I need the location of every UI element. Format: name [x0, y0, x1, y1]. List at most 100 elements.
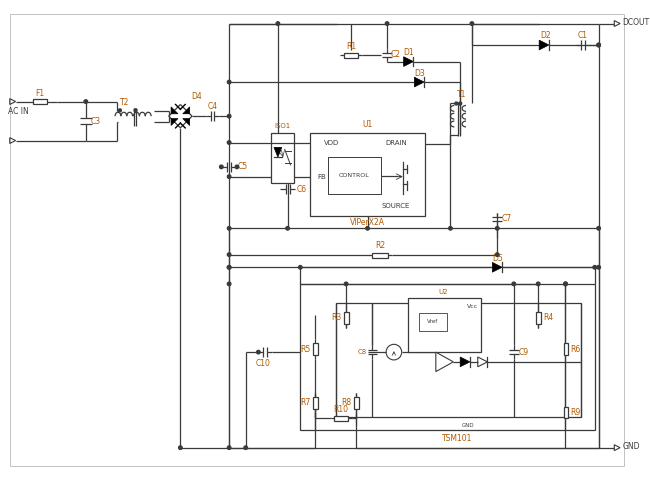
Text: C2: C2	[391, 50, 401, 59]
Text: VDD: VDD	[324, 140, 339, 145]
Circle shape	[227, 446, 231, 449]
Polygon shape	[183, 107, 190, 114]
Bar	[536, 312, 541, 324]
Text: Vref: Vref	[427, 319, 439, 324]
Polygon shape	[274, 147, 281, 157]
Text: D5: D5	[492, 254, 502, 263]
Text: R1: R1	[346, 42, 356, 51]
Bar	[372, 252, 388, 258]
Text: R2: R2	[375, 241, 385, 251]
Bar	[354, 397, 359, 408]
Text: C6: C6	[296, 185, 306, 194]
Circle shape	[244, 446, 248, 449]
Text: GND: GND	[462, 423, 474, 428]
Text: C1: C1	[578, 31, 588, 40]
Bar	[313, 397, 318, 408]
Circle shape	[134, 109, 137, 112]
Text: R10: R10	[333, 405, 349, 414]
Circle shape	[344, 282, 348, 286]
Circle shape	[227, 265, 231, 269]
Text: D1: D1	[403, 48, 414, 57]
Text: C10: C10	[256, 360, 270, 368]
Polygon shape	[539, 40, 549, 50]
Circle shape	[495, 253, 499, 256]
Text: R8: R8	[341, 398, 351, 408]
Circle shape	[227, 141, 231, 144]
Text: C9: C9	[519, 348, 528, 357]
Polygon shape	[414, 77, 424, 87]
Text: R7: R7	[300, 398, 310, 408]
Circle shape	[455, 102, 458, 105]
Text: AC IN: AC IN	[8, 107, 29, 116]
Text: ISO1: ISO1	[274, 123, 291, 129]
Text: D3: D3	[414, 69, 424, 78]
Text: R5: R5	[300, 345, 310, 354]
Text: T2: T2	[120, 98, 129, 107]
Circle shape	[512, 282, 515, 286]
Circle shape	[227, 253, 231, 256]
Circle shape	[227, 227, 231, 230]
Polygon shape	[404, 57, 413, 66]
Circle shape	[257, 350, 260, 354]
Circle shape	[227, 282, 231, 286]
Text: R9: R9	[570, 408, 580, 417]
Circle shape	[564, 282, 567, 286]
Circle shape	[536, 282, 540, 286]
Bar	[408, 299, 480, 352]
Polygon shape	[171, 107, 178, 114]
Text: DCOUT: DCOUT	[622, 18, 649, 27]
Circle shape	[227, 265, 231, 269]
Text: U1: U1	[363, 120, 372, 130]
Circle shape	[227, 175, 231, 179]
Text: U2: U2	[439, 288, 448, 295]
Text: C8: C8	[358, 349, 367, 355]
Circle shape	[385, 22, 389, 25]
Text: C5: C5	[238, 162, 248, 171]
Bar	[344, 53, 358, 58]
Circle shape	[227, 80, 231, 84]
Bar	[300, 284, 595, 430]
Circle shape	[220, 165, 223, 168]
Text: SOURCE: SOURCE	[382, 203, 410, 209]
Bar	[419, 313, 447, 331]
Polygon shape	[171, 119, 178, 125]
Bar	[334, 417, 348, 421]
Bar	[564, 343, 568, 355]
Bar	[310, 133, 425, 216]
Text: C3: C3	[90, 117, 101, 126]
Text: DRAIN: DRAIN	[385, 140, 407, 145]
Text: R4: R4	[543, 313, 553, 323]
Text: GND: GND	[623, 442, 640, 451]
Text: R3: R3	[332, 313, 341, 323]
Circle shape	[179, 446, 182, 449]
Text: CONTROL: CONTROL	[339, 173, 369, 178]
Bar	[271, 133, 294, 183]
Circle shape	[118, 109, 122, 112]
Circle shape	[597, 43, 601, 47]
Polygon shape	[436, 352, 453, 372]
Bar	[344, 312, 349, 324]
Circle shape	[593, 265, 597, 269]
Polygon shape	[460, 357, 470, 367]
Bar	[564, 407, 568, 419]
Bar	[336, 303, 581, 418]
Circle shape	[597, 265, 601, 269]
Text: TSM101: TSM101	[442, 434, 473, 444]
Circle shape	[597, 43, 601, 47]
Circle shape	[564, 282, 567, 286]
Text: D2: D2	[541, 31, 551, 40]
Text: Vcc: Vcc	[467, 304, 478, 309]
Circle shape	[276, 22, 280, 25]
Text: FB: FB	[318, 174, 326, 180]
Polygon shape	[183, 119, 190, 125]
Text: C7: C7	[502, 214, 512, 223]
Circle shape	[235, 165, 239, 168]
Circle shape	[495, 227, 499, 230]
Bar	[313, 343, 318, 355]
Text: R6: R6	[570, 345, 580, 354]
Circle shape	[366, 227, 369, 230]
Circle shape	[286, 227, 289, 230]
Text: F1: F1	[35, 89, 45, 98]
Bar	[328, 157, 381, 194]
Circle shape	[448, 227, 452, 230]
